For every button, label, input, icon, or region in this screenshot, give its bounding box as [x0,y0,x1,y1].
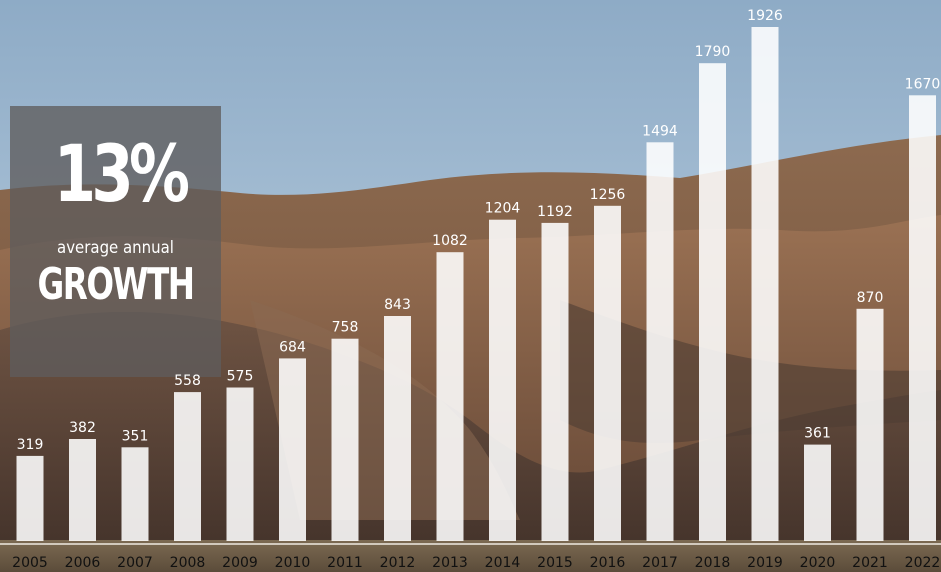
x-tick-label-2012: 2012 [380,555,416,571]
bar-2019 [751,27,779,541]
value-label-2022: 1670 [905,76,941,92]
bar-2008 [174,392,201,541]
x-tick-label-2018: 2018 [695,555,731,571]
value-label-2008: 558 [174,373,201,389]
value-label-2015: 1192 [537,204,573,220]
value-label-2018: 1790 [695,44,731,60]
value-label-2014: 1204 [485,201,521,217]
bar-2016 [594,205,621,542]
value-label-2020: 361 [804,426,831,442]
value-label-2009: 575 [227,369,254,385]
x-tick-label-2005: 2005 [12,555,48,571]
value-label-2012: 843 [384,297,411,313]
bar-2015 [541,222,569,541]
x-tick-label-2014: 2014 [485,555,521,571]
bar-2013 [436,252,464,541]
value-label-2006: 382 [69,420,96,436]
bars-group [16,27,936,542]
growth-word: GROWTH [37,259,195,310]
x-tick-label-2011: 2011 [327,555,363,571]
bar-2018 [699,63,726,541]
x-tick-label-2020: 2020 [800,555,836,571]
growth-stat-box: 13% average annual GROWTH [10,106,221,377]
x-tick-label-2007: 2007 [117,555,153,571]
value-labels-group: 319 382 351 558 575 684 758 843 1082 1204 1192 1256… [17,8,941,453]
x-tick-label-2015: 2015 [537,555,573,571]
bar-2007 [121,447,149,541]
value-label-2007: 351 [122,428,149,444]
value-label-2011: 758 [332,320,359,336]
value-label-2021: 870 [857,290,884,306]
x-tick-label-2022: 2022 [905,555,941,571]
x-tick-label-2016: 2016 [590,555,626,571]
bar-2021 [856,308,884,541]
value-label-2005: 319 [17,437,44,453]
x-tick-label-2019: 2019 [747,555,783,571]
bar-2017 [646,142,674,542]
x-tick-label-2010: 2010 [275,555,311,571]
value-label-2010: 684 [279,339,306,355]
bar-2010 [279,358,306,541]
bar-2022 [909,95,936,542]
x-tick-label-2021: 2021 [852,555,888,571]
value-label-2016: 1256 [590,187,626,203]
value-label-2017: 1494 [642,123,678,139]
bar-2006 [69,439,96,541]
bar-2009 [226,387,254,541]
x-tick-label-2008: 2008 [170,555,206,571]
value-label-2013: 1082 [432,233,468,249]
x-tick-label-2009: 2009 [222,555,258,571]
bar-2014 [489,219,516,541]
bar-2020 [804,444,831,541]
x-tick-label-2013: 2013 [432,555,468,571]
bar-2012 [384,316,411,541]
bar-2005 [16,455,44,541]
growth-percentage: 13% [53,130,190,220]
x-tick-label-2017: 2017 [642,555,678,571]
x-tick-label-2006: 2006 [65,555,101,571]
bar-2011 [331,338,359,541]
x-tick-labels-group: 2005 2006 2007 2008 2009 2010 2011 2012 2013 2014… [12,555,940,571]
growth-caption: average annual [57,238,174,258]
value-label-2019: 1926 [747,8,783,24]
